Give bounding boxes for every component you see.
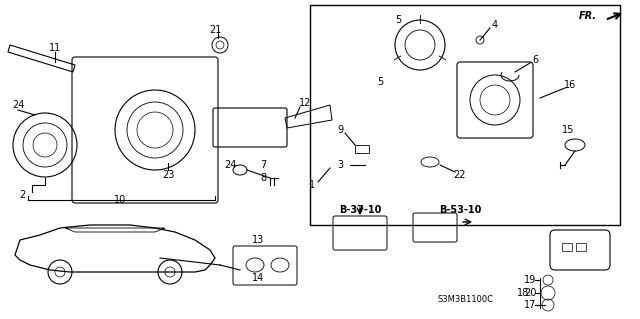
Text: 16: 16 [564, 80, 576, 90]
Text: 20: 20 [524, 288, 536, 298]
Text: 15: 15 [562, 125, 574, 135]
Text: 11: 11 [49, 43, 61, 53]
Text: 4: 4 [492, 20, 498, 30]
Text: 24: 24 [224, 160, 236, 170]
Text: 17: 17 [524, 300, 536, 310]
Text: 8: 8 [260, 173, 266, 183]
Text: 6: 6 [532, 55, 538, 65]
Bar [562, 243, 572, 251]
Text: 5: 5 [395, 15, 401, 25]
Text: 2: 2 [19, 190, 25, 200]
Text: 13: 13 [252, 235, 264, 245]
Text: B-37-10: B-37-10 [339, 205, 381, 215]
Text: 24: 24 [12, 100, 24, 110]
Text: 1: 1 [309, 180, 315, 190]
Bar [355, 145, 369, 153]
Text: B-53-10: B-53-10 [439, 205, 481, 215]
Text: 3: 3 [337, 160, 343, 170]
Text: 12: 12 [299, 98, 311, 108]
Text: 22: 22 [454, 170, 467, 180]
Text: S3M3B1100C: S3M3B1100C [437, 295, 493, 305]
Text: 10: 10 [114, 195, 126, 205]
Text: FR.: FR. [579, 11, 597, 21]
Text: 7: 7 [260, 160, 266, 170]
Bar [576, 243, 586, 251]
Text: 9: 9 [337, 125, 343, 135]
Text: 18: 18 [517, 288, 529, 298]
Text: 21: 21 [209, 25, 221, 35]
Bar [310, 5, 620, 225]
Text: 14: 14 [252, 273, 264, 283]
Text: 19: 19 [524, 275, 536, 285]
Text: 23: 23 [162, 170, 174, 180]
Text: 5: 5 [377, 77, 383, 87]
